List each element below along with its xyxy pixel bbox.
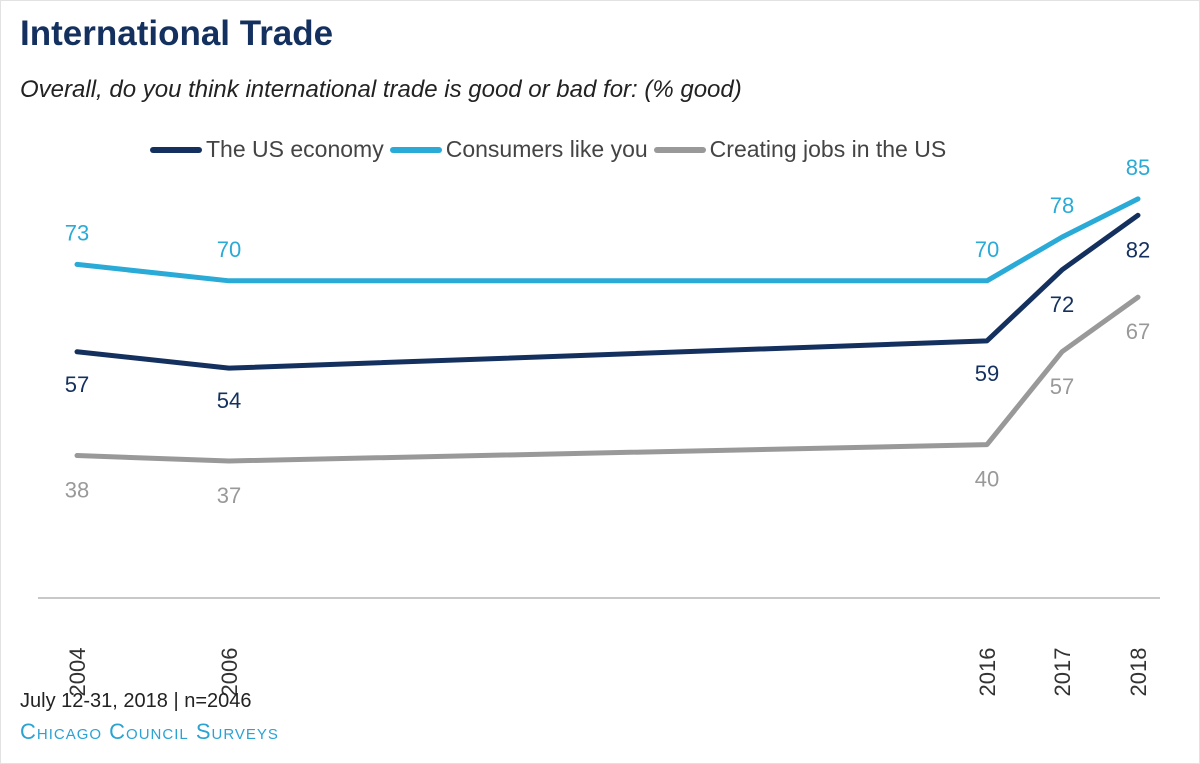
legend-item-jobs: Creating jobs in the US [653,136,947,163]
data-label-1-2004: 73 [65,220,89,245]
x-tick-label-2018: 2018 [1126,648,1151,697]
data-label-2-2016: 40 [975,467,999,492]
legend-item-us-economy: The US economy [150,136,384,163]
legend-swatch-us-economy [150,146,202,153]
data-label-2-2018: 67 [1126,319,1150,344]
chart-subtitle: Overall, do you think international trad… [20,76,742,103]
legend-swatch-consumers [389,146,442,153]
x-tick-label-2017: 2017 [1050,648,1075,697]
data-label-1-2018: 85 [1126,155,1150,180]
data-label-2-2006: 37 [217,483,241,508]
data-label-2-2004: 38 [65,478,89,503]
data-label-1-2016: 70 [975,237,999,262]
data-label-1-2017: 78 [1050,193,1074,218]
series-line-0 [74,212,1141,371]
chart-title: International Trade [20,14,334,53]
data-label-0-2006: 54 [217,388,241,413]
x-tick-label-2016: 2016 [975,648,1000,697]
data-label-2-2017: 57 [1050,374,1074,399]
survey-date-note: July 12-31, 2018 | n=2046 [20,690,252,712]
data-label-1-2006: 70 [217,237,241,262]
data-label-0-2016: 59 [975,361,999,386]
x-tick-label-2006: 2006 [217,648,242,697]
data-label-0-2018: 82 [1126,237,1150,262]
chart-legend: The US economy Consumers like you Creati… [150,136,952,163]
data-label-0-2017: 72 [1050,292,1074,317]
legend-label-us-economy: The US economy [206,136,384,162]
legend-label-jobs: Creating jobs in the US [709,136,947,162]
legend-item-consumers: Consumers like you [389,136,648,163]
legend-label-consumers: Consumers like you [445,136,648,162]
legend-swatch-jobs [653,146,706,153]
x-tick-label-2004: 2004 [65,648,90,697]
series-line-1 [74,196,1141,284]
data-label-0-2004: 57 [65,372,89,397]
source-credit: Chicago Council Surveys [20,719,279,744]
series-line-2 [74,294,1141,464]
